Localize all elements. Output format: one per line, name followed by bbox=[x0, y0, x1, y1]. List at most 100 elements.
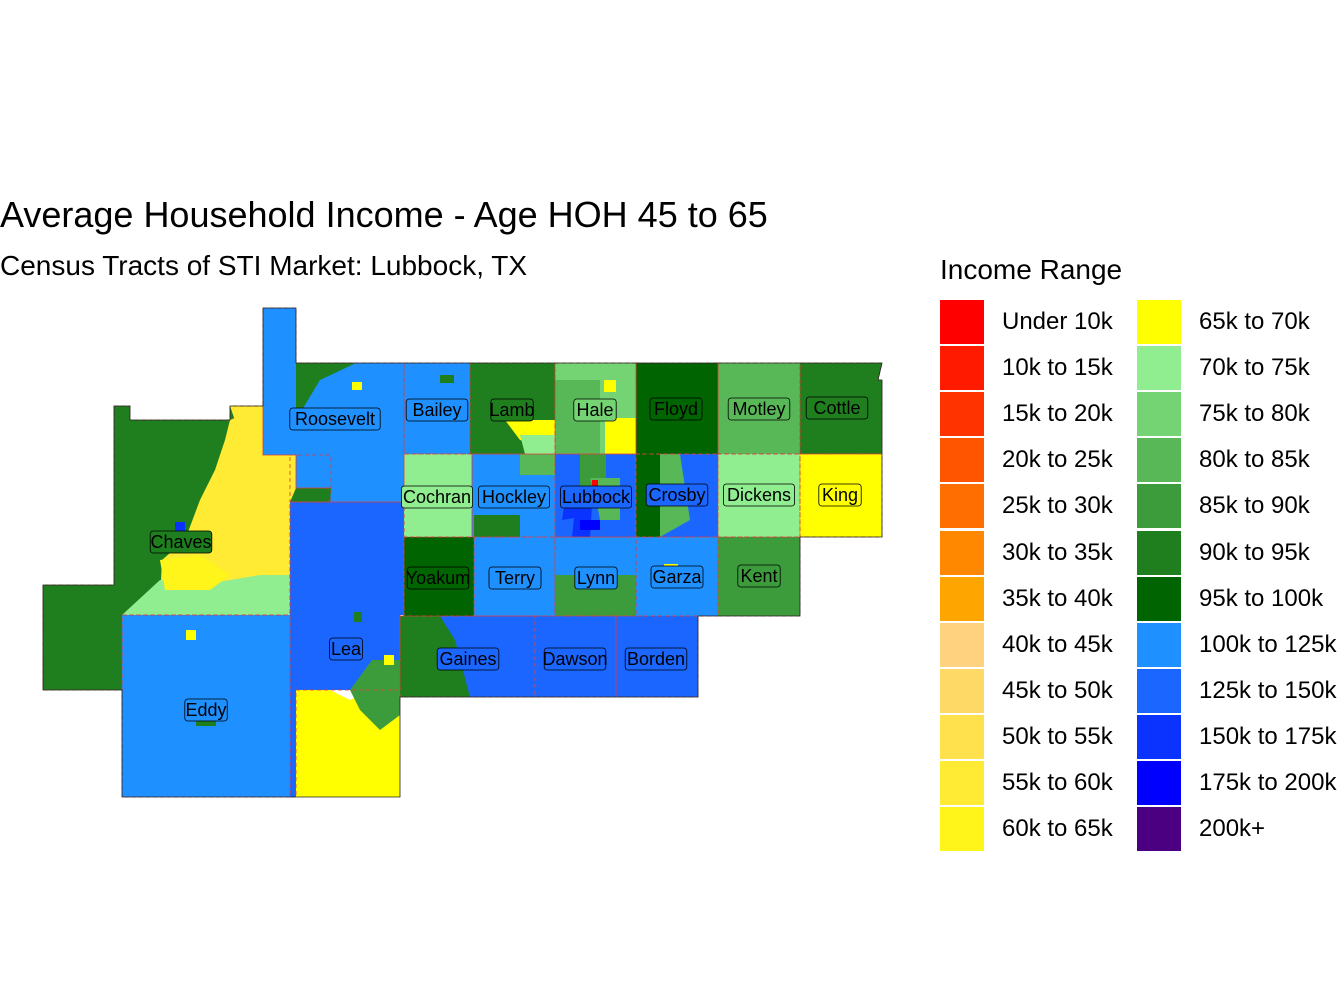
legend-item: 35k to 40k bbox=[940, 576, 1113, 621]
county-label-text: Roosevelt bbox=[295, 409, 375, 429]
legend-swatch bbox=[940, 807, 984, 852]
legend-item: 60k to 65k bbox=[940, 807, 1113, 852]
legend-swatch bbox=[940, 761, 984, 805]
county-label-text: Lamb bbox=[489, 400, 534, 420]
county-label-text: Floyd bbox=[654, 399, 698, 419]
county-label-text: King bbox=[822, 485, 858, 505]
county-label-box bbox=[737, 564, 781, 588]
county-label-text: Dickens bbox=[727, 485, 791, 505]
county-label-text: Dawson bbox=[542, 649, 607, 669]
county-label: King bbox=[818, 483, 862, 507]
census-tract bbox=[592, 480, 598, 488]
legend-label: 15k to 20k bbox=[1002, 400, 1113, 428]
county-label-text: Eddy bbox=[185, 700, 226, 720]
county-label: Dawson bbox=[542, 647, 608, 671]
county-label-text: Cottle bbox=[813, 398, 860, 418]
legend-item: 200k+ bbox=[1137, 807, 1266, 852]
legend-item: 30k to 35k bbox=[940, 530, 1113, 575]
legend-label: 150k to 175k bbox=[1199, 722, 1337, 750]
county-label-box bbox=[149, 530, 213, 554]
county-label-text: Borden bbox=[627, 649, 685, 669]
legend-item: 75k to 80k bbox=[1137, 392, 1310, 437]
county-border-terry bbox=[473, 536, 556, 617]
legend-title: Income Range bbox=[940, 254, 1123, 285]
county-label: Lamb bbox=[489, 398, 535, 422]
legend-swatch bbox=[1137, 346, 1181, 391]
legend-swatch bbox=[1137, 484, 1181, 529]
legend-label: 25k to 30k bbox=[1002, 492, 1113, 520]
census-tract bbox=[384, 655, 394, 665]
legend-item: 20k to 25k bbox=[940, 438, 1113, 483]
legend-item: 25k to 30k bbox=[940, 484, 1113, 529]
map-subtitle: Census Tracts of STI Market: Lubbock, TX bbox=[0, 250, 528, 281]
county-label: Cottle bbox=[805, 396, 869, 420]
census-tract bbox=[354, 612, 362, 622]
county-label-box bbox=[805, 396, 869, 420]
legend-label: 200k+ bbox=[1199, 815, 1266, 843]
legend-swatch bbox=[940, 300, 984, 344]
legend-item: 85k to 90k bbox=[1137, 484, 1310, 529]
legend-swatch bbox=[940, 438, 984, 483]
county-label-text: Crosby bbox=[648, 485, 705, 505]
census-tract bbox=[122, 575, 290, 615]
legend-swatch bbox=[1137, 392, 1181, 437]
county-label: Roosevelt bbox=[289, 407, 381, 431]
legend-item: 125k to 150k bbox=[1137, 668, 1336, 713]
county-label: Crosby bbox=[645, 483, 709, 507]
county-label-box bbox=[543, 647, 607, 671]
legend-label: 100k to 125k bbox=[1199, 630, 1337, 658]
census-tract bbox=[350, 660, 400, 730]
county-label: Floyd bbox=[649, 397, 703, 421]
legend-swatch bbox=[940, 714, 984, 759]
county-border-gaines bbox=[399, 615, 536, 698]
legend-swatch bbox=[1137, 714, 1181, 759]
legend-item: 65k to 70k bbox=[1137, 300, 1310, 344]
census-tract bbox=[440, 375, 454, 383]
county-border-lynn bbox=[554, 536, 637, 617]
county-label: Motley bbox=[727, 397, 791, 421]
county-borders bbox=[42, 307, 883, 798]
county-label: Garza bbox=[650, 565, 704, 589]
county-border-hockley bbox=[471, 453, 556, 538]
legend-item: 40k to 45k bbox=[940, 622, 1113, 667]
legend-item: 100k to 125k bbox=[1137, 622, 1337, 667]
county-label: Lubbock bbox=[560, 485, 633, 509]
county-label-text: Garza bbox=[652, 567, 702, 587]
county-label-box bbox=[329, 637, 363, 661]
county-label: Gaines bbox=[436, 647, 500, 671]
county-label: Eddy bbox=[184, 698, 228, 722]
county-label: Kent bbox=[737, 564, 781, 588]
legend-swatch bbox=[1137, 300, 1181, 344]
legend-swatch bbox=[1137, 807, 1181, 852]
legend-item: 90k to 95k bbox=[1137, 530, 1310, 575]
legend-label: 90k to 95k bbox=[1199, 538, 1310, 566]
legend-item: 80k to 85k bbox=[1137, 438, 1310, 483]
county-label-box bbox=[184, 698, 228, 722]
legend-label: 40k to 45k bbox=[1002, 630, 1113, 658]
county-label-box bbox=[645, 483, 709, 507]
county-label-box bbox=[405, 398, 469, 422]
county-label-text: Lubbock bbox=[562, 487, 631, 507]
map-title: Average Household Income - Age HOH 45 to… bbox=[0, 194, 768, 235]
county-label-text: Cochran bbox=[403, 487, 471, 507]
county-label: Lynn bbox=[574, 566, 618, 590]
census-tract bbox=[175, 522, 185, 532]
census-tract bbox=[122, 690, 290, 797]
county-label: Chaves bbox=[149, 530, 213, 554]
legend-label: Under 10k bbox=[1002, 308, 1113, 335]
census-tract bbox=[160, 555, 230, 590]
legend-swatch bbox=[1137, 761, 1181, 805]
legend-swatch bbox=[940, 668, 984, 713]
legend-label: 60k to 65k bbox=[1002, 815, 1113, 843]
county-labels: Roosevelt Chaves Lea Eddy Bailey Lamb Hale Floy… bbox=[149, 396, 869, 722]
legend-swatch bbox=[940, 346, 984, 391]
legend-item: 50k to 55k bbox=[940, 714, 1113, 759]
county-label-text: Bailey bbox=[412, 400, 461, 420]
legend-label: 175k to 200k bbox=[1199, 769, 1337, 796]
legend-label: 95k to 100k bbox=[1199, 584, 1324, 612]
market-outline bbox=[42, 307, 883, 798]
county-label: Hale bbox=[573, 398, 617, 422]
legend-swatch bbox=[1137, 530, 1181, 575]
